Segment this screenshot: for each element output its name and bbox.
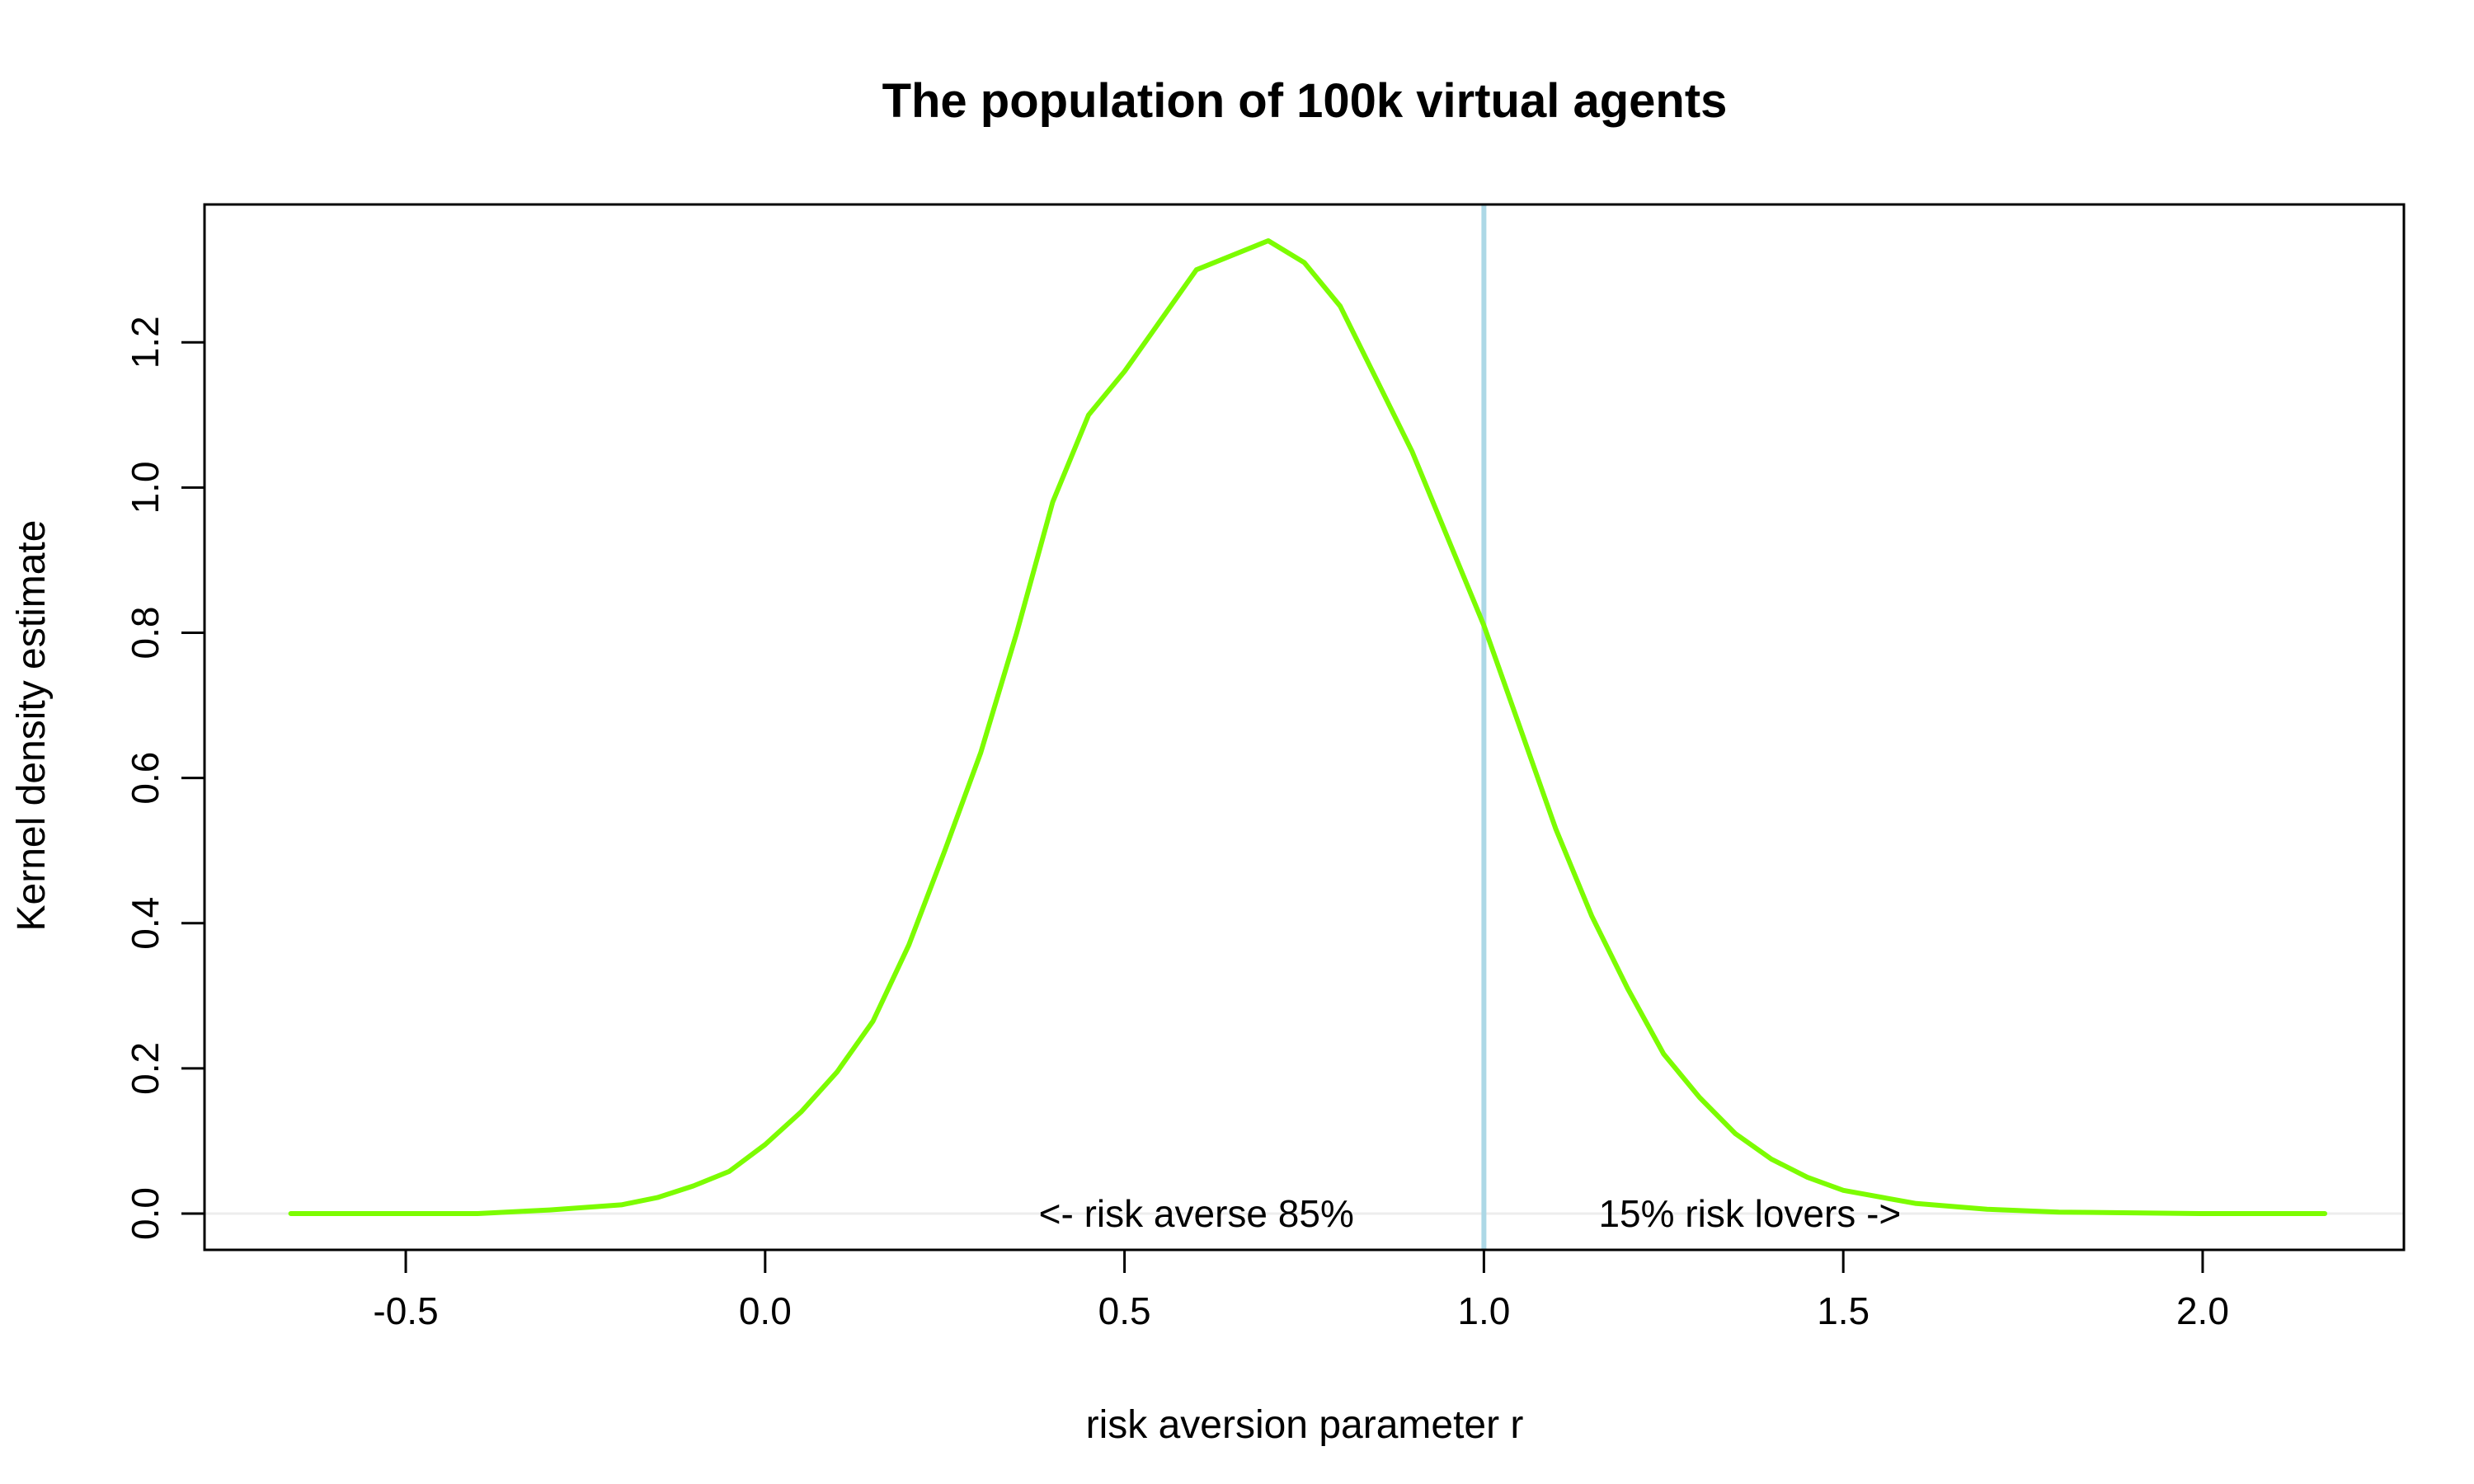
x-tick-label: 1.0 — [1457, 1289, 1510, 1332]
x-tick-label: 0.5 — [1098, 1289, 1151, 1332]
x-tick-label: -0.5 — [373, 1289, 438, 1332]
y-tick-label: 0.2 — [124, 1042, 167, 1095]
x-axis-label: risk aversion parameter r — [1086, 1403, 1524, 1447]
plot-frame — [203, 203, 2406, 1252]
x-tick-label: 1.5 — [1817, 1289, 1870, 1332]
density-curve-0 — [288, 238, 2328, 1216]
y-tick-label: 1.0 — [124, 461, 167, 514]
annotation-risk-lovers: 15% risk lovers -> — [1598, 1192, 1901, 1235]
plot-area: -0.5 0.0 0.5 1.0 1.5 2.0 0.0 0.2 0.4 0.6 0.8 1.0 1.2… — [124, 203, 2406, 1332]
x-tick-label: 0.0 — [739, 1289, 792, 1332]
y-tick-label: 0.4 — [124, 897, 167, 950]
x-tick-label: 2.0 — [2176, 1289, 2229, 1332]
y-axis-label: Kernel density estimate — [10, 520, 54, 932]
y-tick-label: 0.6 — [124, 752, 167, 805]
chart-title: The population of 100k virtual agents — [882, 74, 1728, 128]
y-tick-label: 1.2 — [124, 316, 167, 369]
y-tick-label: 0.8 — [124, 607, 167, 660]
y-tick-label: 0.0 — [124, 1187, 167, 1240]
annotation-risk-averse: <- risk averse 85% — [1039, 1192, 1354, 1235]
